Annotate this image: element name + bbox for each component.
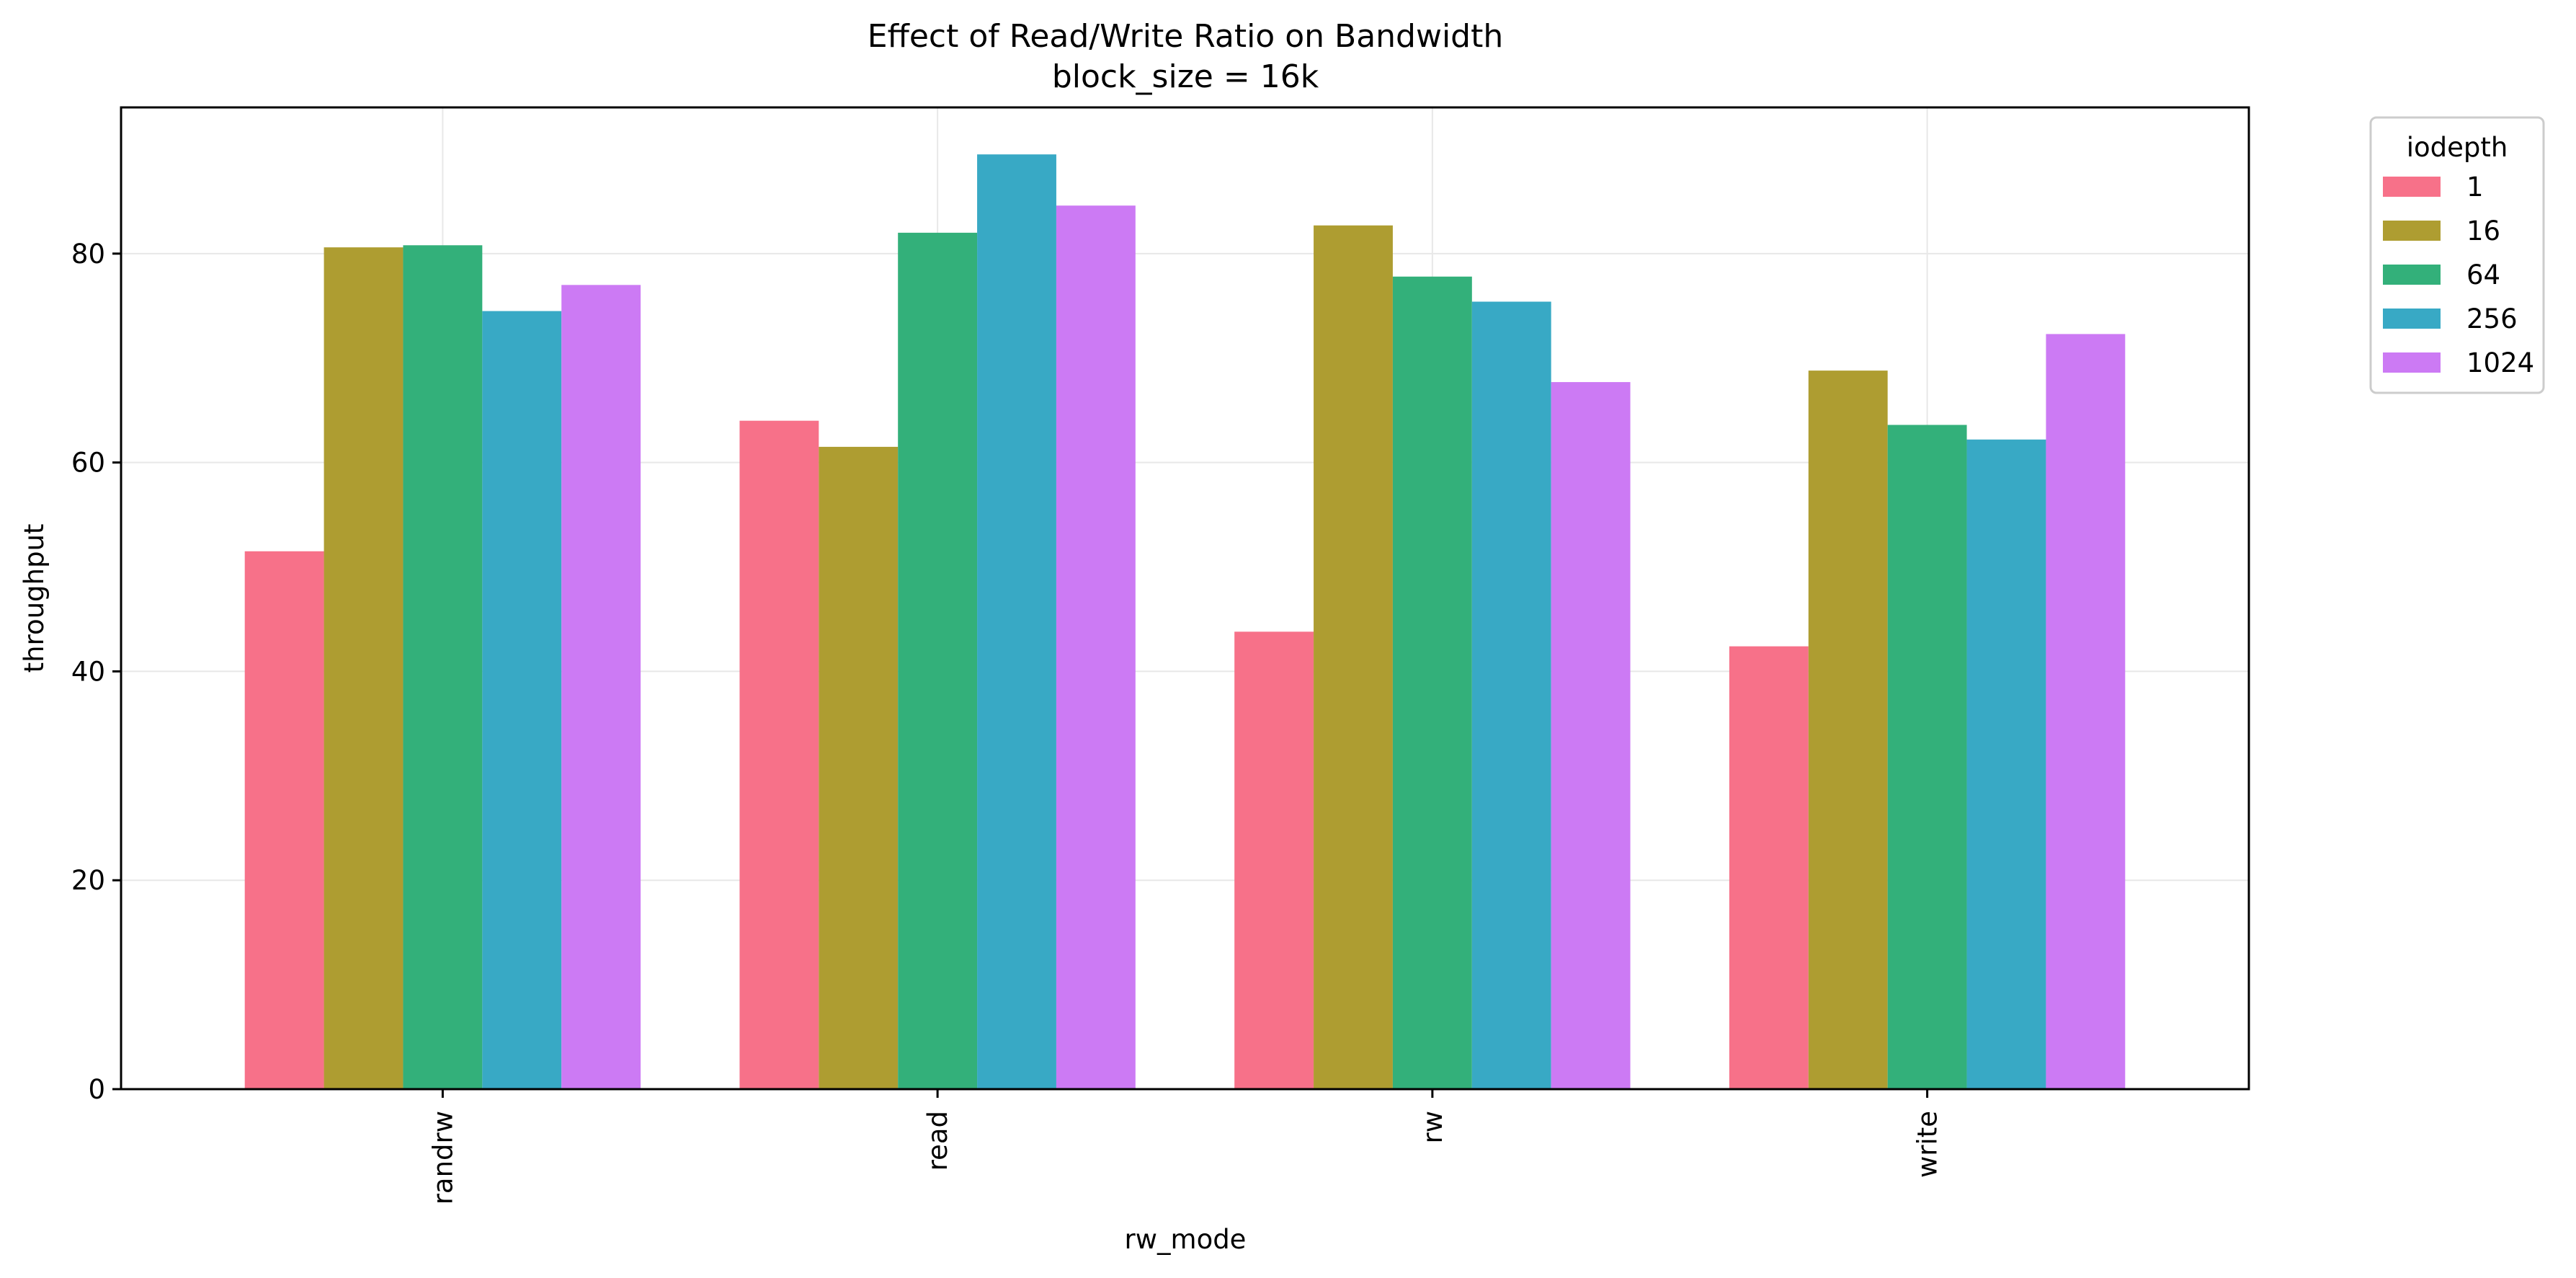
- legend-swatch: [2383, 221, 2441, 241]
- y-tick-label: 60: [71, 448, 105, 479]
- x-axis-ticks: randrw read rw write: [427, 1089, 1943, 1204]
- x-tick-label: randrw: [427, 1111, 458, 1204]
- legend-label: 256: [2466, 303, 2518, 334]
- bar: [324, 247, 404, 1089]
- bar: [1808, 370, 1888, 1089]
- y-tick-label: 80: [71, 239, 105, 270]
- legend-label: 1024: [2466, 347, 2534, 378]
- bar: [482, 311, 562, 1090]
- bar: [739, 420, 819, 1089]
- chart-subtitle: block_size = 16k: [1052, 58, 1319, 95]
- legend-label: 64: [2466, 259, 2500, 290]
- chart-title: Effect of Read/Write Ratio on Bandwidth: [868, 18, 1504, 55]
- bar: [1392, 276, 1472, 1089]
- y-tick-label: 20: [71, 865, 105, 896]
- bar: [2046, 334, 2126, 1089]
- x-tick-label: rw: [1417, 1111, 1448, 1143]
- y-tick-label: 40: [71, 656, 105, 687]
- bar: [898, 232, 978, 1090]
- legend-swatch: [2383, 177, 2441, 197]
- legend-swatch: [2383, 309, 2441, 329]
- bar: [819, 446, 899, 1089]
- bar: [1551, 382, 1631, 1089]
- legend-label: 16: [2466, 216, 2500, 247]
- legend-title: iodepth: [2407, 132, 2508, 163]
- bar: [1966, 439, 2046, 1089]
- bars: [244, 154, 2126, 1090]
- bar: [1887, 425, 1967, 1089]
- y-tick-label: 0: [88, 1074, 105, 1105]
- bar: [244, 551, 324, 1089]
- bar: [977, 154, 1056, 1089]
- legend-swatch: [2383, 265, 2441, 285]
- bar: [1056, 205, 1136, 1090]
- legend-label: 1: [2466, 172, 2484, 203]
- bar: [1729, 646, 1809, 1089]
- bar: [1471, 301, 1551, 1089]
- legend-swatch: [2383, 352, 2441, 373]
- legend: iodepth 1 16 64 256 1024: [2369, 116, 2545, 394]
- bar: [1314, 225, 1393, 1090]
- y-axis-ticks: 0 20 40 60 80: [71, 239, 121, 1105]
- plot-frame: [120, 106, 2250, 1091]
- x-tick-label: read: [922, 1111, 953, 1171]
- legend-items: 1 16 64 256 1024: [2383, 172, 2534, 378]
- bar: [561, 285, 641, 1090]
- bar: [1234, 631, 1314, 1089]
- x-tick-label: write: [1912, 1111, 1943, 1178]
- y-axis-label: throughput: [19, 524, 50, 673]
- bar: [403, 245, 483, 1090]
- x-axis-label: rw_mode: [1125, 1224, 1247, 1255]
